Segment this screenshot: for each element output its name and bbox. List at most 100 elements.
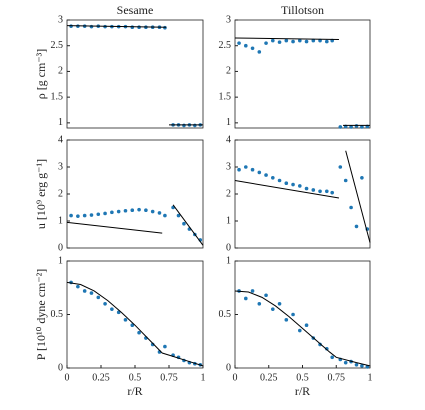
data-point <box>182 221 186 226</box>
x-tick-label: 0.25 <box>92 372 110 383</box>
data-point <box>338 165 343 169</box>
y-tick-label: 1.5 <box>51 91 64 102</box>
fit-line <box>66 204 204 246</box>
data-point <box>354 124 359 128</box>
x-tick-label: 1 <box>368 372 373 383</box>
y-tick-label: 1 <box>58 215 63 226</box>
data-point <box>291 182 295 187</box>
data-point <box>237 167 241 172</box>
y-tick-label: 0.5 <box>51 309 64 320</box>
data-point <box>354 362 359 367</box>
data-point <box>130 208 135 212</box>
y-tick-label: 2 <box>58 66 63 77</box>
y-tick-label: 2 <box>226 66 231 77</box>
x-axis-label: r/R <box>295 384 310 398</box>
data-point <box>304 323 309 328</box>
data-point <box>69 213 73 218</box>
x-tick-label: 0 <box>65 372 70 383</box>
x-axis-label: r/R <box>127 384 142 398</box>
data-point <box>304 186 309 191</box>
plot-area <box>234 260 371 369</box>
data-point <box>89 291 94 295</box>
data-point <box>116 310 121 315</box>
fit-line <box>66 25 203 126</box>
y-tick-label: 2.5 <box>51 40 64 51</box>
data-point <box>264 173 268 177</box>
x-tick-label: 0.75 <box>160 372 178 383</box>
y-axis-label: u [10⁹ erg g⁻¹] <box>34 159 48 229</box>
data-point <box>271 307 275 311</box>
data-point <box>103 211 107 216</box>
data-point <box>271 38 275 43</box>
data-point <box>76 214 80 218</box>
data-point <box>277 302 282 306</box>
data-point <box>298 38 302 43</box>
x-tick-label: 1 <box>201 372 206 383</box>
y-tick-label: 2 <box>226 188 231 199</box>
data-point <box>360 176 364 180</box>
data-point <box>338 125 343 129</box>
data-point <box>244 165 248 169</box>
data-point <box>82 289 87 293</box>
data-point <box>89 24 94 29</box>
plot-area <box>66 260 204 369</box>
data-point <box>277 40 282 44</box>
y-tick-label: 2 <box>58 188 63 199</box>
data-point <box>116 209 121 214</box>
y-tick-label: 3 <box>226 14 231 25</box>
data-point <box>360 364 364 368</box>
data-point <box>137 330 141 335</box>
data-point <box>277 178 282 183</box>
data-point <box>354 224 359 229</box>
y-tick-label: 3 <box>58 161 63 172</box>
y-tick-label: 1 <box>226 215 231 226</box>
data-point <box>264 41 268 45</box>
data-point <box>110 307 114 311</box>
y-tick-label: 4 <box>226 134 231 145</box>
x-tick-label: 0.5 <box>296 372 309 383</box>
fit-line <box>66 281 204 367</box>
plot-area <box>234 19 371 129</box>
data-point <box>298 184 302 188</box>
data-point <box>130 323 135 328</box>
data-point <box>250 167 255 172</box>
data-point <box>96 212 101 217</box>
data-point <box>163 344 167 349</box>
x-tick-label: 0 <box>233 372 238 383</box>
y-tick-label: 3 <box>226 161 231 172</box>
data-point <box>291 39 295 44</box>
fit-line <box>234 290 371 367</box>
y-tick-label: 1 <box>58 117 63 128</box>
data-point <box>237 41 241 45</box>
data-point <box>360 125 364 129</box>
y-tick-label: 1 <box>226 255 231 266</box>
y-tick-label: 0 <box>58 362 63 373</box>
data-point <box>304 39 309 44</box>
data-point <box>193 123 197 128</box>
data-point <box>257 170 262 175</box>
panel-title: Tillotson <box>281 3 324 17</box>
data-point <box>130 25 135 30</box>
y-tick-label: 3 <box>58 14 63 25</box>
data-point <box>330 355 335 360</box>
x-tick-label: 0.5 <box>129 372 142 383</box>
x-tick-label: 0.25 <box>260 372 278 383</box>
data-point <box>343 178 348 183</box>
data-point <box>176 213 181 218</box>
data-point <box>163 25 167 30</box>
y-tick-label: 0.5 <box>219 309 232 320</box>
data-point <box>182 123 186 128</box>
data-point <box>150 209 155 214</box>
y-tick-label: 0 <box>226 362 231 373</box>
y-tick-label: 1 <box>226 117 231 128</box>
data-point <box>284 181 289 185</box>
data-point <box>250 289 255 293</box>
x-tick-label: 0.75 <box>328 372 346 383</box>
y-tick-label: 0 <box>226 242 231 253</box>
data-point <box>311 188 316 192</box>
data-point <box>325 346 329 351</box>
data-point <box>284 38 289 43</box>
data-point <box>76 284 80 289</box>
data-point <box>89 213 94 217</box>
data-point <box>330 190 335 195</box>
